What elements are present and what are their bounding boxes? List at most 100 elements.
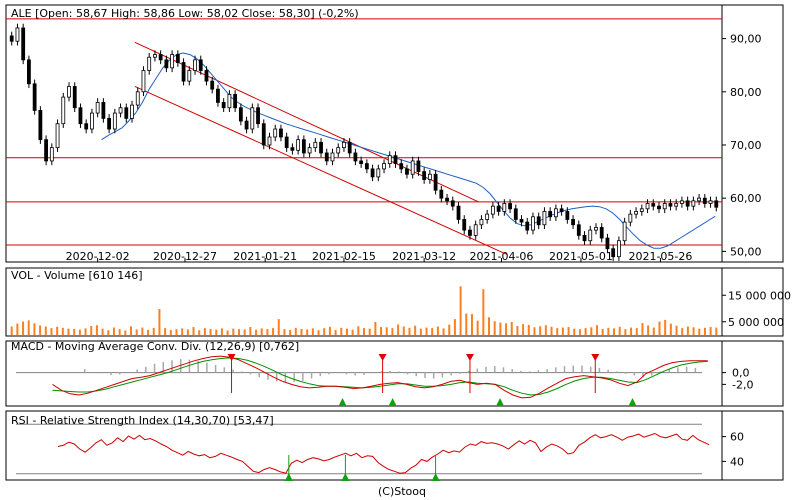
candle-body	[588, 229, 593, 242]
volume-bar	[289, 329, 292, 335]
candle-body	[279, 128, 283, 138]
candle-body	[55, 123, 60, 149]
price-x-tick-label: 2021-03-12	[392, 250, 456, 263]
candle-body	[410, 160, 415, 175]
candle-body	[204, 70, 209, 82]
candle-body	[15, 27, 20, 42]
candle-body	[273, 128, 278, 138]
buy-signal-marker	[496, 398, 505, 406]
volume-bar	[90, 325, 93, 335]
candle-body	[405, 168, 409, 175]
candle-body	[680, 200, 684, 204]
volume-bar	[255, 329, 258, 335]
volume-bar	[669, 323, 672, 335]
volume-bar	[260, 328, 263, 335]
candle-body	[261, 123, 266, 146]
candle-body	[296, 139, 301, 151]
candle-body	[107, 117, 112, 130]
candle-body	[399, 163, 404, 170]
volume-bar	[226, 330, 229, 335]
volume-bar	[306, 329, 309, 335]
volume-bar	[425, 327, 428, 335]
macd-y-tick-label: 0,0	[732, 367, 750, 380]
volume-bar	[203, 328, 206, 335]
volume-bar	[135, 329, 138, 335]
vol-axis-frame	[721, 267, 784, 337]
candle-body	[244, 120, 249, 130]
candle-body	[101, 102, 106, 119]
candle-body	[502, 203, 507, 212]
candle-body	[61, 96, 66, 125]
candle-body	[668, 203, 673, 207]
volume-bar	[277, 319, 280, 335]
macd-axis-frame	[721, 340, 784, 407]
candle-body	[634, 211, 638, 215]
price-x-tick-label: 2021-05-26	[628, 250, 692, 263]
sell-signal-marker	[227, 354, 236, 361]
price-x-tick-label: 2021-05-01	[549, 250, 613, 263]
candle-body	[548, 211, 553, 218]
volume-bar	[522, 324, 525, 335]
volume-bar	[431, 328, 434, 335]
volume-bar	[22, 321, 25, 335]
candle-body	[67, 86, 71, 98]
candle-body	[216, 88, 220, 103]
volume-bar	[476, 320, 479, 335]
candle-body	[456, 205, 461, 220]
volume-bar	[323, 328, 326, 335]
volume-bar	[220, 328, 223, 335]
candle-body	[118, 107, 123, 114]
volume-bar	[516, 325, 519, 335]
candle-body	[513, 208, 518, 220]
candle-body	[187, 70, 192, 82]
candle-body	[445, 197, 449, 202]
volume-bar	[33, 323, 36, 335]
candle-body	[525, 221, 530, 231]
price-y-tick-label: 70,00	[730, 139, 762, 152]
volume-bar	[647, 325, 650, 335]
candle-body	[553, 208, 558, 218]
volume-bar	[272, 328, 275, 335]
rsi-plot-frame	[5, 410, 723, 481]
volume-bar	[39, 325, 42, 335]
candle-body	[112, 112, 117, 130]
copyright-footer: (C)Stooq	[378, 485, 426, 498]
volume-bar	[630, 327, 633, 335]
candle-body	[193, 59, 197, 71]
volume-bar	[510, 322, 513, 335]
volume-bar	[675, 325, 678, 335]
candle-body	[571, 219, 575, 226]
volume-bar	[363, 328, 365, 335]
candle-body	[714, 200, 719, 208]
candle-body	[210, 80, 215, 90]
price-x-tick-label: 2020-12-27	[153, 250, 217, 263]
candle-body	[433, 173, 438, 191]
candle-body	[267, 136, 272, 146]
price-plot-frame	[5, 4, 723, 263]
volume-bar	[101, 328, 104, 335]
candle-body	[164, 59, 169, 69]
candle-body	[170, 54, 175, 69]
volume-bar	[243, 329, 246, 335]
volume-bar	[664, 319, 667, 335]
volume-bar	[692, 327, 695, 335]
candle-body	[238, 107, 243, 122]
volume-bar	[237, 329, 240, 335]
volume-bar	[107, 330, 110, 335]
candle-body	[72, 86, 77, 109]
candle-body	[227, 94, 232, 109]
volume-bar	[618, 326, 621, 335]
candle-body	[565, 211, 570, 220]
volume-bar	[482, 289, 485, 335]
candle-body	[416, 160, 421, 172]
volume-bar	[686, 326, 689, 335]
volume-bar	[550, 326, 553, 335]
volume-bar	[436, 326, 439, 335]
sell-signal-marker	[591, 354, 600, 361]
volume-bar	[164, 328, 167, 335]
volume-bar	[56, 326, 59, 335]
volume-bar	[652, 327, 655, 335]
candle-body	[95, 102, 100, 114]
price-y-tick-label: 90,00	[730, 33, 762, 46]
volume-bar	[601, 328, 604, 335]
